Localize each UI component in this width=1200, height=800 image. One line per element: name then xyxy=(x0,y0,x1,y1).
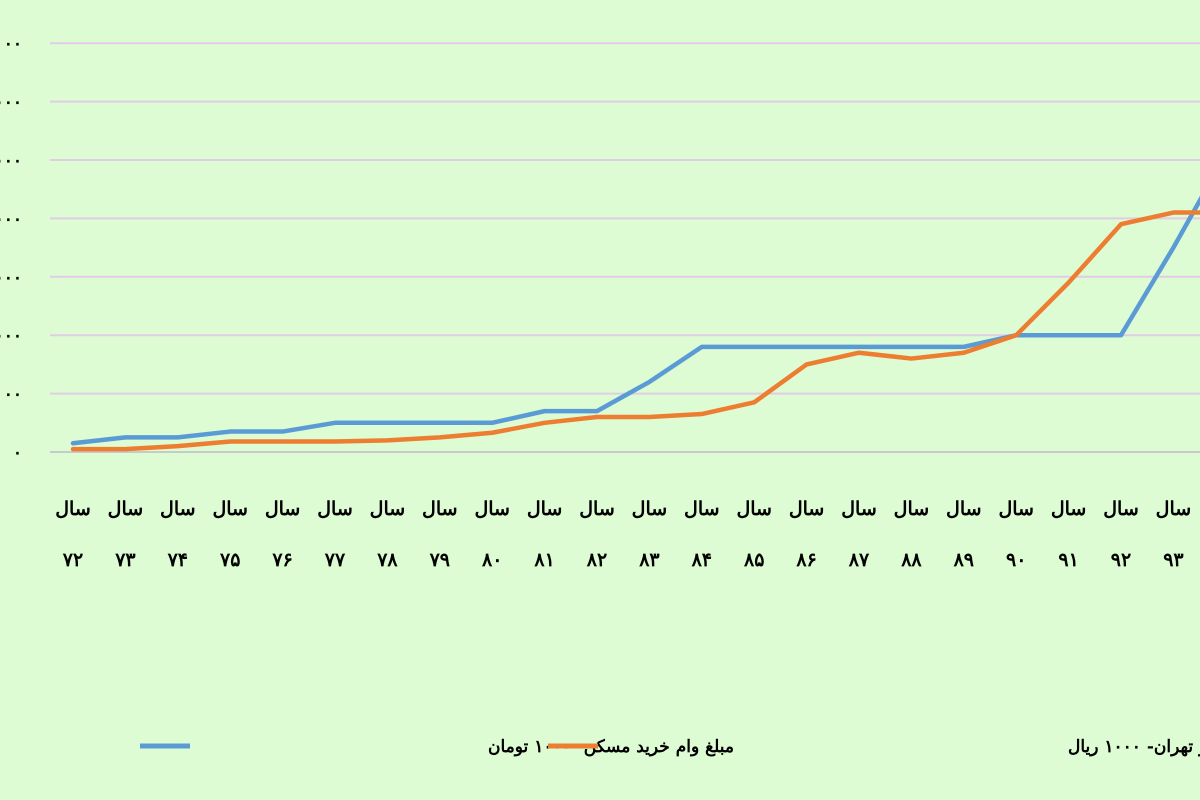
y-axis-ticks: ۰۰۰۰۰۰۰۰۰۰۰۰۰۰۰۰۰۰۰۰ xyxy=(0,34,22,463)
x-tick-label: ۸۵ xyxy=(743,549,764,571)
x-tick-label: سال xyxy=(370,498,406,520)
x-tick-label: ۷۷ xyxy=(324,549,346,571)
x-tick-label: ۷۴ xyxy=(167,549,188,571)
x-tick-label: ۸۷ xyxy=(848,549,870,571)
x-tick-label: ۷۳ xyxy=(114,549,136,571)
x-tick-label: ۷۹ xyxy=(429,549,450,571)
x-tick-label: ۸۹ xyxy=(953,549,974,571)
x-tick-label: سال xyxy=(212,498,248,520)
x-tick-label: ۷۲ xyxy=(62,549,83,571)
x-tick-label: ۷۶ xyxy=(271,549,292,571)
x-tick-label: ۹۳ xyxy=(1163,549,1184,571)
gridlines xyxy=(50,42,1200,453)
x-tick-label: سال xyxy=(1051,498,1087,520)
x-tick-label: ۷۸ xyxy=(376,549,398,571)
y-tick-label: ۰ xyxy=(13,443,22,463)
y-tick-label: ۰۰ xyxy=(4,385,22,405)
y-tick-label: ۰۰۰ xyxy=(0,268,22,288)
x-tick-label: سال xyxy=(317,498,353,520)
x-tick-label: سال xyxy=(527,498,563,520)
x-tick-label: ۸۰ xyxy=(481,549,502,571)
x-axis-ticks: سال ۷۲ سال ۷۳ سال ۷۴ سال ۷۵ سال ۷۶ سال ۷۷ سال ۷۸ سال ۷۹… xyxy=(55,498,1191,571)
x-tick-label: سال xyxy=(55,498,91,520)
legend-label-price: متوسط قیمت هر مترمربع آپارتمان در تهران-… xyxy=(1068,735,1200,757)
x-tick-label: ۸۸ xyxy=(900,549,922,571)
x-tick-label: ۹۰ xyxy=(1006,549,1026,571)
x-tick-label: ۸۴ xyxy=(691,549,712,571)
x-tick-label: سال xyxy=(684,498,720,520)
x-tick-label: ۷۵ xyxy=(219,549,240,571)
y-tick-label: ۰۰۰ xyxy=(0,209,22,229)
legend: مبلغ وام خرید مسکن- ۱۰۰۰ تومان متوسط قیم… xyxy=(140,735,1200,757)
x-tick-label: سال xyxy=(736,498,772,520)
x-tick-label: سال xyxy=(474,498,510,520)
x-tick-label: سال xyxy=(946,498,982,520)
y-tick-label: ۰۰۰ xyxy=(0,326,22,346)
x-tick-label: ۹۲ xyxy=(1111,549,1131,571)
x-tick-label: سال xyxy=(422,498,458,520)
x-tick-label: سال xyxy=(579,498,615,520)
series-line-0 xyxy=(70,195,1200,446)
legend-label-loan: مبلغ وام خرید مسکن- ۱۰۰۰ تومان xyxy=(488,737,734,757)
x-tick-label: ۸۶ xyxy=(795,549,816,571)
x-tick-label: سال xyxy=(998,498,1034,520)
x-tick-label: سال xyxy=(108,498,144,520)
x-tick-label: سال xyxy=(1103,498,1139,520)
x-tick-label: سال xyxy=(265,498,301,520)
x-tick-label: سال xyxy=(632,498,668,520)
x-tick-label: سال xyxy=(894,498,930,520)
x-tick-label: سال xyxy=(841,498,877,520)
x-tick-label: ۸۱ xyxy=(533,549,554,571)
x-tick-label: ۹۱ xyxy=(1058,549,1078,571)
y-tick-label: ۰۰۰ xyxy=(0,151,22,171)
x-tick-label: ۸۳ xyxy=(638,549,660,571)
series-line-1 xyxy=(70,210,1200,452)
y-tick-label: ۰۰۰ xyxy=(0,93,22,113)
series-lines xyxy=(70,195,1200,452)
x-tick-label: سال xyxy=(789,498,825,520)
x-tick-label: ۸۲ xyxy=(586,549,607,571)
y-tick-label: ۰۰ xyxy=(4,34,22,54)
x-tick-label: سال xyxy=(1156,498,1192,520)
x-tick-label: سال xyxy=(160,498,196,520)
